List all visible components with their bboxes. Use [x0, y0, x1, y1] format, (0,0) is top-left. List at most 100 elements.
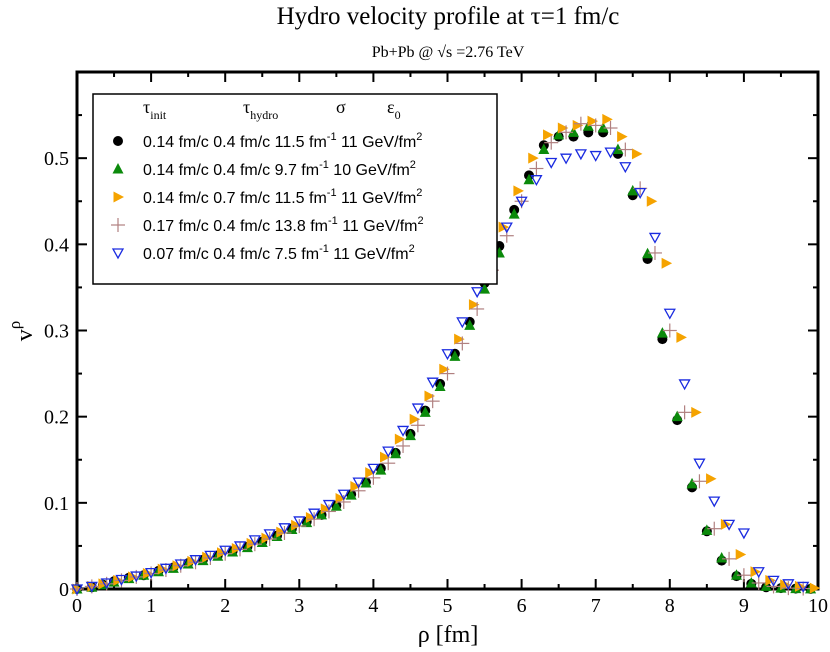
data-point	[100, 578, 113, 590]
data-point	[523, 173, 535, 185]
data-point	[440, 366, 455, 381]
data-point	[662, 323, 677, 338]
legend-header: σ	[336, 97, 346, 117]
data-point	[455, 336, 470, 351]
data-point	[663, 308, 676, 320]
data-point	[330, 500, 342, 511]
data-point	[545, 157, 558, 169]
data-point	[218, 546, 233, 561]
data-point	[360, 477, 372, 488]
data-point	[424, 390, 435, 402]
data-point	[404, 429, 416, 441]
data-point	[350, 480, 361, 492]
data-point	[722, 551, 737, 566]
x-tick-labels: 0 1 2 3 4 5 6 7 8 9 10	[72, 595, 828, 617]
legend-header: τinit	[143, 97, 167, 122]
data-point	[515, 196, 528, 208]
y-tick-label: 0.4	[44, 234, 69, 256]
x-tick-label: 3	[294, 595, 304, 617]
data-point	[188, 555, 203, 570]
data-point	[543, 129, 554, 141]
data-point	[337, 489, 350, 501]
data-point	[454, 333, 465, 345]
data-point	[345, 489, 357, 500]
data-point	[797, 581, 810, 593]
data-point	[426, 377, 439, 389]
data-point	[678, 379, 691, 391]
axis-ticks	[76, 71, 819, 590]
legend-box	[92, 93, 498, 285]
data-point	[231, 543, 243, 555]
data-point	[693, 458, 706, 470]
data-point	[203, 550, 218, 565]
data-point	[602, 113, 613, 125]
data-point	[572, 119, 584, 131]
legend-item: 0.17 fm/c 0.4 fm/c 13.8 fm-1 11 GeV/fm2	[111, 215, 424, 235]
data-point	[115, 574, 128, 586]
data-point	[70, 584, 84, 596]
data-point	[390, 447, 402, 459]
data-point	[144, 567, 158, 579]
data-point	[782, 579, 795, 591]
data-point	[604, 147, 617, 159]
data-point	[159, 563, 173, 575]
data-point	[394, 433, 406, 445]
data-point	[647, 245, 662, 260]
data-point	[263, 529, 276, 541]
data-point	[352, 477, 365, 489]
data-point	[646, 195, 658, 207]
y-axis-label: vρ	[5, 321, 38, 341]
data-point	[730, 569, 742, 580]
legend-marker	[113, 191, 124, 203]
data-point	[471, 287, 484, 299]
y-axis-label-base: v	[12, 329, 38, 341]
data-point	[293, 516, 306, 528]
data-point	[671, 410, 683, 422]
y-axis-label-sup: ρ	[5, 321, 24, 329]
data-point	[722, 519, 736, 531]
legend-label: 0.07 fm/c 0.4 fm/c 7.5 fm-1 11 GeV/fm2	[143, 243, 415, 263]
data-point	[796, 581, 811, 596]
data-point	[617, 131, 628, 143]
series-5	[70, 147, 810, 596]
legend-marker	[113, 136, 123, 146]
data-point	[737, 528, 751, 540]
legend-marker	[111, 248, 125, 260]
data-point	[686, 477, 698, 489]
data-point	[559, 153, 573, 165]
data-point	[587, 115, 598, 127]
data-points	[70, 113, 821, 596]
legend-item: 0.14 fm/c 0.4 fm/c 11.5 fm-1 11 GeV/fm2	[113, 131, 422, 151]
data-point	[612, 143, 624, 155]
legend-label: 0.14 fm/c 0.4 fm/c 11.5 fm-1 11 GeV/fm2	[143, 131, 422, 151]
data-point	[216, 547, 228, 559]
chart-title: Hydro velocity profile at τ=1 fm/c	[277, 3, 620, 30]
data-point	[336, 494, 351, 509]
data-point	[500, 222, 513, 234]
data-point	[425, 394, 440, 409]
data-point	[449, 350, 461, 361]
data-point	[410, 418, 425, 433]
data-point	[396, 438, 411, 453]
svg-text:vρ: vρ	[5, 321, 38, 341]
data-point	[707, 521, 722, 536]
data-point	[85, 581, 98, 593]
x-tick-label: 8	[665, 595, 675, 617]
data-point	[173, 558, 188, 573]
data-point	[716, 551, 728, 563]
x-tick-label: 10	[808, 595, 828, 617]
legend-label: 0.14 fm/c 0.7 fm/c 11.5 fm-1 11 GeV/fm2	[143, 187, 422, 207]
y-tick-label: 0.2	[44, 407, 69, 429]
data-point	[365, 467, 376, 479]
x-tick-label: 9	[739, 595, 749, 617]
data-point	[597, 122, 609, 133]
data-point	[204, 550, 217, 562]
data-point	[708, 496, 721, 508]
data-point	[767, 575, 780, 587]
data-point	[130, 571, 143, 583]
data-point	[470, 301, 485, 316]
data-point	[559, 125, 574, 140]
legend-marker	[112, 163, 124, 174]
data-point	[233, 541, 247, 553]
data-point	[219, 545, 232, 557]
